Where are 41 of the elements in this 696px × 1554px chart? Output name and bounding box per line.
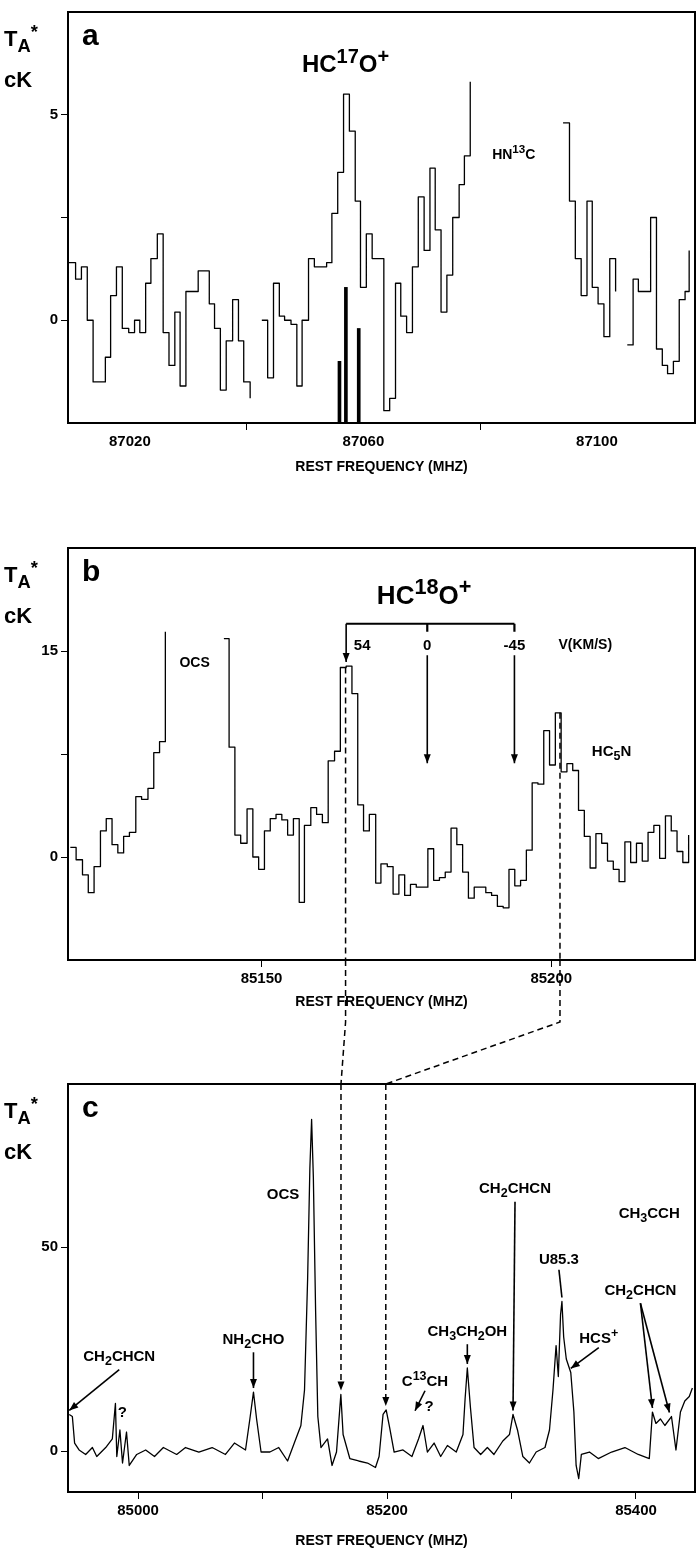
annotation: HC$^{17}$O$^{+}$ xyxy=(301,45,390,78)
x-tick-label: 87060 xyxy=(342,432,385,450)
x-tick-label: 85400 xyxy=(615,1501,657,1519)
annotation: C$^{13}$CH xyxy=(401,1369,449,1390)
annotation: OCS xyxy=(179,654,210,671)
x-axis-title: REST FREQUENCY (MHZ) xyxy=(295,993,468,1010)
y-tick-label: 0 xyxy=(49,310,58,328)
y-tick-label: 0 xyxy=(49,847,58,865)
x-tick-label: 85200 xyxy=(366,1501,408,1519)
annotation: CH$_{2}$CHCN xyxy=(83,1347,156,1369)
x-tick-label: 87100 xyxy=(576,432,618,450)
annotation: HCS$^{+}$ xyxy=(579,1326,619,1347)
annotation: 0 xyxy=(423,635,432,653)
y-tick-label: 15 xyxy=(41,641,58,659)
annotation: -45 xyxy=(503,635,526,653)
annotation: CH$_{3}$CH$_{2}$OH xyxy=(427,1322,508,1344)
x-tick-label: 85150 xyxy=(240,969,283,987)
annotation: HN$^{13}$C xyxy=(492,141,536,162)
chart-title: a xyxy=(82,18,99,51)
chart-title: c xyxy=(82,1090,99,1123)
annotation: HC$^{18}$O$^{+}$ xyxy=(376,574,472,610)
annotation: ? xyxy=(424,1396,434,1414)
annotation: V(KM/S) xyxy=(558,635,613,652)
annotation: CH$_{2}$CHCN xyxy=(479,1179,551,1201)
annotation: U85.3 xyxy=(538,1249,579,1267)
annotation: OCS xyxy=(266,1184,300,1202)
annotation: NH$_{2}$CHO xyxy=(222,1330,285,1352)
x-tick-label: 85000 xyxy=(117,1501,159,1519)
chart-title: b xyxy=(82,554,101,587)
x-tick-label: 87020 xyxy=(109,432,151,450)
annotation: CH$_{2}$CHCN xyxy=(604,1281,677,1303)
x-axis-title: REST FREQUENCY (MHZ) xyxy=(295,458,468,475)
annotation: ? xyxy=(117,1402,128,1420)
x-tick-label: 85200 xyxy=(530,969,573,987)
y-tick-label: 0 xyxy=(49,1441,58,1459)
y-tick-label: 5 xyxy=(49,104,58,122)
annotation: 54 xyxy=(353,635,371,653)
y-tick-label: 50 xyxy=(41,1237,58,1255)
annotation: CH$_{3}$CCH xyxy=(618,1204,680,1226)
x-axis-title: REST FREQUENCY (MHZ) xyxy=(295,1532,468,1549)
annotation: HC$_{5}$N xyxy=(591,742,632,763)
